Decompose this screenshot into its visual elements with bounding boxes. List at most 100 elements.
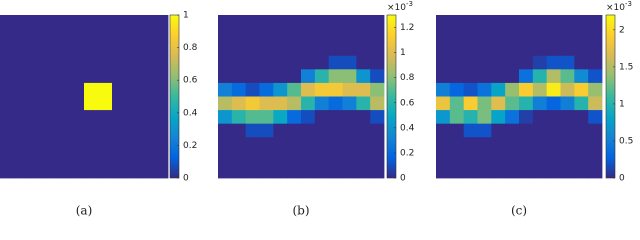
- heatmap-cell: [314, 82, 330, 97]
- heatmap-cell: [532, 82, 548, 97]
- heatmap-cell: [370, 15, 385, 29]
- colorbar-tick-label: 0.2: [183, 141, 197, 151]
- heatmap-cell: [140, 15, 155, 29]
- heatmap-cell: [491, 137, 506, 152]
- heatmap-cell: [231, 164, 247, 179]
- heatmap-cell: [84, 137, 99, 152]
- heatmap-cell: [245, 42, 260, 57]
- colorbar-tick-label: 1: [400, 48, 406, 58]
- heatmap-cell: [140, 110, 155, 125]
- heatmap-cell: [84, 42, 99, 57]
- colorbar: [386, 14, 397, 179]
- heatmap-cell: [154, 55, 169, 70]
- heatmap-cell: [154, 137, 169, 152]
- heatmap-cell: [301, 82, 316, 97]
- heatmap-cell: [328, 150, 343, 165]
- heatmap-cell: [218, 28, 233, 43]
- heatmap-cell: [70, 150, 85, 165]
- heatmap-cell: [84, 69, 99, 84]
- heatmap-cell: [231, 96, 247, 111]
- heatmap-cell: [436, 164, 451, 179]
- exponent-power: -3: [406, 0, 413, 8]
- heatmap-cell: [436, 150, 451, 165]
- heatmap-cell: [84, 150, 99, 165]
- heatmap-cell: [560, 164, 575, 179]
- heatmap-cell: [42, 164, 57, 179]
- heatmap-cell: [477, 123, 492, 138]
- heatmap-cell: [314, 96, 330, 111]
- heatmap-cell: [28, 69, 43, 84]
- heatmap-cell: [505, 137, 520, 152]
- heatmap-cell: [328, 28, 343, 43]
- heatmap-cell: [449, 137, 465, 152]
- heatmap-cell: [314, 164, 330, 179]
- heatmap-cell: [273, 123, 288, 138]
- heatmap-cell: [328, 15, 343, 29]
- heatmap-cell: [140, 137, 155, 152]
- heatmap-cell: [259, 55, 274, 70]
- heatmap-cell: [314, 150, 330, 165]
- heatmap-cell: [436, 96, 451, 111]
- heatmap-cell: [532, 15, 548, 29]
- heatmap-cell: [245, 150, 260, 165]
- heatmap-cell: [560, 123, 575, 138]
- colorbar-tick-label: 0.4: [183, 108, 198, 118]
- heatmap-cell: [314, 110, 330, 125]
- heatmap-cell: [301, 150, 316, 165]
- heatmap-cell: [231, 55, 247, 70]
- heatmap-cell: [505, 123, 520, 138]
- heatmap-cell: [505, 164, 520, 179]
- heatmap-cell: [342, 28, 357, 43]
- colorbar-tick-label: 0.2: [400, 148, 414, 158]
- heatmap-cell: [273, 150, 288, 165]
- heatmap-cell: [505, 82, 520, 97]
- heatmap-cell: [370, 69, 385, 84]
- heatmap-cell: [463, 42, 478, 57]
- heatmap-cell: [14, 28, 29, 43]
- heatmap-cell: [140, 164, 155, 179]
- colorbar-tick-label: 1.2: [400, 23, 414, 33]
- heatmap-cell: [436, 28, 451, 43]
- heatmap-cell: [273, 28, 288, 43]
- heatmap-cell: [98, 137, 113, 152]
- heatmap-cell: [463, 28, 478, 43]
- heatmap-cell: [574, 164, 589, 179]
- heatmap-cell: [273, 82, 288, 97]
- heatmap-cell: [98, 82, 113, 97]
- heatmap-cell: [98, 28, 113, 43]
- heatmap-cell: [84, 28, 99, 43]
- heatmap-cell: [84, 110, 99, 125]
- heatmap-cell: [154, 82, 169, 97]
- heatmap-cell: [477, 150, 492, 165]
- heatmap-cell: [245, 82, 260, 97]
- heatmap-cell: [477, 69, 492, 84]
- heatmap-cell: [126, 69, 141, 84]
- heatmap-cell: [56, 69, 71, 84]
- heatmap-cell: [328, 110, 343, 125]
- heatmap-cell: [259, 82, 274, 97]
- heatmap-cell: [231, 110, 247, 125]
- heatmap-cell: [532, 28, 548, 43]
- heatmap-cell: [342, 96, 357, 111]
- heatmap-cell: [126, 55, 141, 70]
- heatmap-cell: [463, 123, 478, 138]
- heatmap-cell: [218, 42, 233, 57]
- heatmap-cell: [42, 137, 57, 152]
- heatmap-cell: [574, 55, 589, 70]
- heatmap-cell: [505, 28, 520, 43]
- heatmap-cell: [328, 69, 343, 84]
- heatmap-cell: [574, 15, 589, 29]
- heatmap-cell: [449, 150, 465, 165]
- heatmap-cell: [477, 42, 492, 57]
- heatmap-cell: [491, 150, 506, 165]
- heatmap-cell: [56, 28, 71, 43]
- heatmap-cell: [259, 28, 274, 43]
- heatmap-cell: [588, 15, 603, 29]
- heatmap-cell: [449, 96, 465, 111]
- heatmap-cell: [546, 137, 561, 152]
- heatmap-cell: [56, 15, 71, 29]
- heatmap-cell: [126, 96, 141, 111]
- heatmap-cell: [436, 55, 451, 70]
- heatmap-cell: [0, 55, 15, 70]
- heatmap-cell: [519, 15, 534, 29]
